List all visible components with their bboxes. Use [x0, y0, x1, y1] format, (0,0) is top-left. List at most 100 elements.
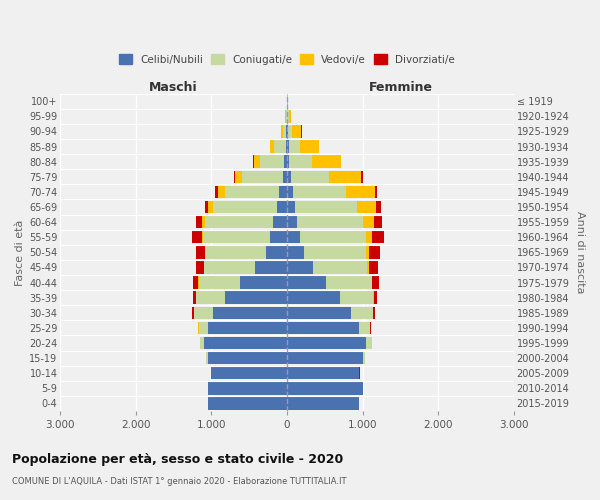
Bar [287, 216, 297, 228]
Bar [287, 170, 291, 183]
Bar [287, 140, 289, 153]
Bar [266, 246, 287, 258]
Bar [374, 216, 382, 228]
Bar [287, 306, 351, 319]
Bar [365, 231, 372, 243]
Bar [284, 156, 287, 168]
Bar [287, 382, 362, 394]
Bar [204, 337, 287, 349]
Bar [196, 261, 203, 274]
Bar [199, 322, 208, 334]
Bar [346, 186, 375, 198]
Bar [287, 126, 288, 138]
Bar [340, 292, 373, 304]
Bar [286, 140, 287, 153]
Bar [202, 216, 205, 228]
Bar [304, 246, 365, 258]
Bar [295, 201, 356, 213]
Bar [277, 201, 287, 213]
Bar [287, 367, 359, 380]
Bar [362, 216, 374, 228]
Bar [208, 322, 287, 334]
Text: Popolazione per età, sesso e stato civile - 2020: Popolazione per età, sesso e stato civil… [12, 452, 343, 466]
Bar [287, 337, 367, 349]
Bar [253, 156, 254, 168]
Bar [242, 170, 283, 183]
Bar [225, 292, 287, 304]
Bar [326, 276, 372, 288]
Bar [312, 156, 341, 168]
Bar [370, 322, 371, 334]
Bar [289, 140, 300, 153]
Bar [208, 352, 287, 364]
Bar [365, 246, 368, 258]
Bar [287, 322, 359, 334]
Bar [289, 156, 312, 168]
Bar [206, 352, 208, 364]
Bar [194, 306, 213, 319]
Bar [373, 276, 379, 288]
Bar [199, 276, 240, 288]
Bar [368, 261, 378, 274]
Bar [376, 201, 381, 213]
Bar [287, 261, 313, 274]
Bar [375, 186, 377, 198]
Bar [240, 276, 287, 288]
Bar [193, 292, 196, 304]
Bar [372, 231, 384, 243]
Bar [373, 306, 375, 319]
Bar [205, 246, 266, 258]
Bar [203, 231, 269, 243]
Bar [287, 110, 289, 122]
Bar [287, 246, 304, 258]
Bar [235, 170, 242, 183]
Bar [205, 216, 274, 228]
Bar [193, 276, 199, 288]
Bar [329, 170, 361, 183]
Text: Maschi: Maschi [149, 82, 198, 94]
Bar [287, 292, 340, 304]
Bar [300, 231, 365, 243]
Bar [283, 126, 286, 138]
Bar [196, 292, 225, 304]
Bar [292, 126, 301, 138]
Bar [297, 216, 362, 228]
Y-axis label: Anni di nascita: Anni di nascita [575, 211, 585, 294]
Bar [192, 231, 202, 243]
Bar [213, 201, 277, 213]
Bar [215, 186, 218, 198]
Bar [198, 322, 199, 334]
Bar [281, 126, 283, 138]
Bar [287, 186, 293, 198]
Bar [269, 231, 287, 243]
Y-axis label: Fasce di età: Fasce di età [15, 219, 25, 286]
Bar [287, 156, 289, 168]
Bar [218, 186, 225, 198]
Bar [193, 306, 194, 319]
Bar [208, 397, 287, 409]
Bar [362, 352, 365, 364]
Bar [374, 292, 377, 304]
Bar [361, 170, 362, 183]
Bar [293, 186, 346, 198]
Bar [359, 322, 370, 334]
Bar [271, 140, 274, 153]
Bar [286, 110, 287, 122]
Bar [287, 397, 359, 409]
Bar [274, 140, 286, 153]
Text: Femmine: Femmine [368, 82, 433, 94]
Bar [291, 170, 329, 183]
Bar [300, 140, 319, 153]
Text: COMUNE DI L'AQUILA - Dati ISTAT 1° gennaio 2020 - Elaborazione TUTTITALIA.IT: COMUNE DI L'AQUILA - Dati ISTAT 1° genna… [12, 478, 347, 486]
Bar [200, 337, 204, 349]
Bar [287, 276, 326, 288]
Bar [208, 382, 287, 394]
Bar [372, 276, 373, 288]
Bar [234, 170, 235, 183]
Bar [286, 126, 287, 138]
Bar [288, 126, 292, 138]
Bar [256, 261, 287, 274]
Bar [287, 201, 295, 213]
Bar [254, 156, 260, 168]
Legend: Celibi/Nubili, Coniugati/e, Vedovi/e, Divorziati/e: Celibi/Nubili, Coniugati/e, Vedovi/e, Di… [119, 54, 455, 64]
